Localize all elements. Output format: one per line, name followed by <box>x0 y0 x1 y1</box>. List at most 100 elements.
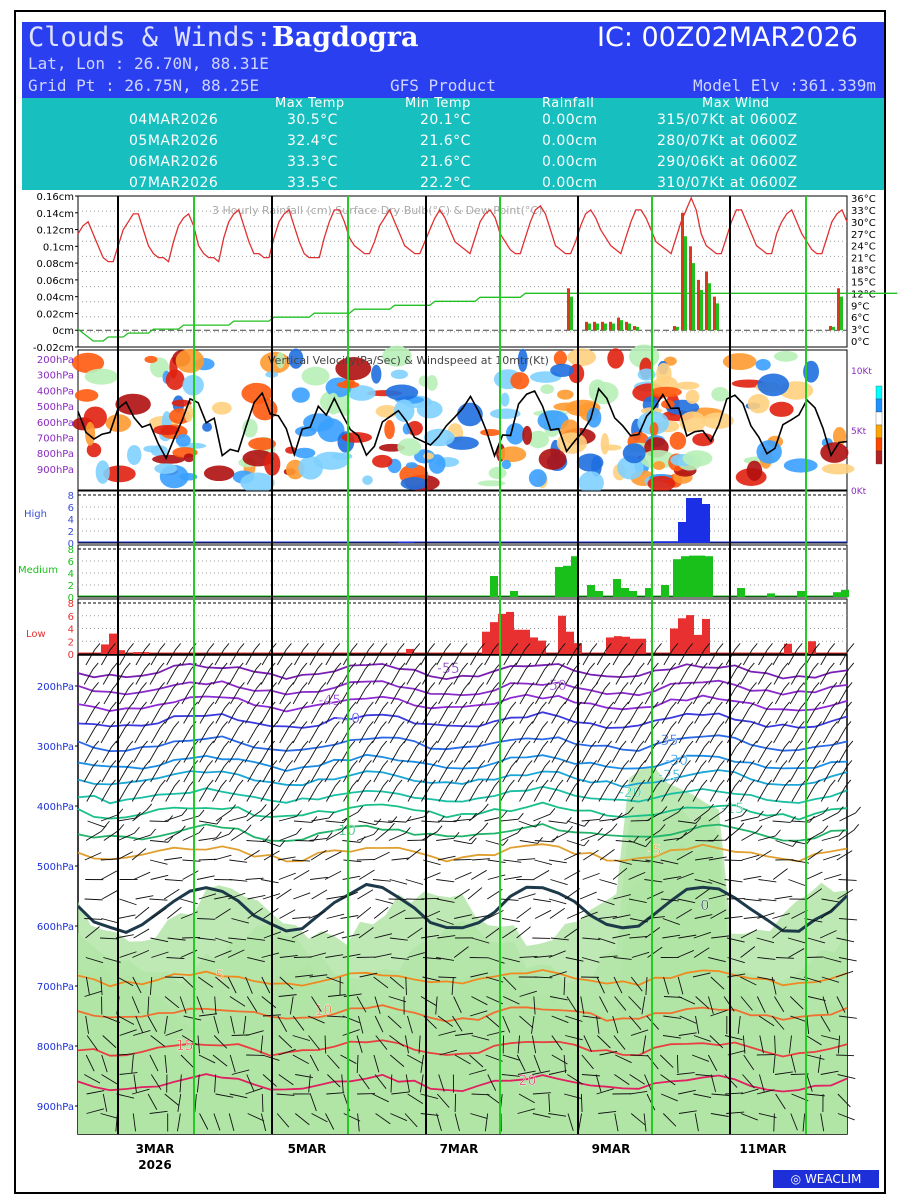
wind-barb <box>487 746 498 763</box>
wind-barb-flag <box>431 721 437 728</box>
wind-barb <box>406 746 417 763</box>
wind-barb <box>117 1015 135 1025</box>
wind-barb <box>451 976 454 995</box>
cloud-panel-frame <box>77 598 848 655</box>
wind-barb <box>325 707 336 724</box>
wind-barb <box>294 649 304 666</box>
wind-barb <box>420 996 437 1007</box>
wind-barb <box>838 1015 857 1019</box>
wind-barb <box>774 1035 776 1054</box>
wind-barb <box>661 668 672 685</box>
wind-barb <box>373 785 384 802</box>
wind-barb-flag <box>303 643 309 650</box>
wind-barb <box>279 688 290 705</box>
wind-barb <box>150 688 160 705</box>
wind-barb <box>789 727 800 744</box>
wind-barb <box>307 746 318 763</box>
wind-barb <box>758 879 777 883</box>
wind-barb <box>582 766 592 783</box>
wind-barb <box>198 766 209 783</box>
wind-barb <box>179 996 187 1014</box>
wind-barb <box>531 707 542 724</box>
wind-barb <box>437 855 456 861</box>
wind-barb <box>404 917 423 919</box>
wind-barb <box>405 879 424 885</box>
wind-barb <box>549 996 568 1001</box>
wind-barb <box>468 809 484 822</box>
wind-barb-flag <box>669 740 675 748</box>
vv-blob <box>640 450 676 469</box>
wind-barb-flag <box>549 807 556 815</box>
wind-barb <box>772 926 787 939</box>
wind-barb <box>407 952 425 958</box>
wind-barb <box>836 1054 855 1057</box>
wind-barb <box>487 957 505 964</box>
wind-barb-flag <box>431 760 438 767</box>
rain-bar <box>588 323 591 331</box>
rain-bar <box>585 321 588 331</box>
cloud-bar <box>841 589 849 597</box>
vv-blob <box>679 411 706 433</box>
wind-barb-flag <box>463 740 469 748</box>
wind-barb-flag <box>527 721 534 728</box>
vv-blob <box>416 400 443 419</box>
wind-barb <box>309 1093 317 1112</box>
wind-barb <box>407 707 417 724</box>
wind-barb <box>802 1113 806 1132</box>
wind-barb <box>548 950 566 958</box>
wind-barb-flag <box>813 662 819 670</box>
wind-barb <box>436 1113 442 1131</box>
cloud-bar <box>689 555 697 597</box>
wind-barb <box>724 828 740 841</box>
wind-barb <box>101 918 119 924</box>
wind-barb <box>660 898 679 902</box>
wind-barb <box>742 649 753 666</box>
wind-barb <box>629 1090 648 1095</box>
wind-barb <box>646 891 664 900</box>
wind-barb <box>373 820 392 823</box>
wind-barb <box>804 918 823 923</box>
wind-barb-flag <box>364 662 371 670</box>
wind-barb-flag <box>751 740 758 748</box>
wind-barb <box>454 1113 460 1132</box>
wind-barb <box>821 898 840 903</box>
wind-barb-flag <box>749 760 755 767</box>
wind-barb <box>631 951 650 958</box>
wind-barb <box>326 895 345 900</box>
wind-barb <box>612 933 631 939</box>
wind-barb <box>197 976 214 988</box>
wind-barb-flag <box>700 760 707 767</box>
wind-barb <box>182 832 200 841</box>
isotherm-label: 20 <box>519 1073 537 1089</box>
wind-barb <box>372 668 383 685</box>
wind-barb <box>151 951 169 958</box>
y-tick-left: 0.02cm <box>36 309 74 320</box>
wind-barb <box>230 688 240 705</box>
wind-barb <box>405 976 407 996</box>
wind-barb-flag <box>493 682 500 689</box>
wind-barb <box>437 935 456 939</box>
wind-barb <box>500 898 519 901</box>
wind-barb <box>132 1029 151 1036</box>
wind-barb-flag <box>832 760 839 767</box>
wind-barb <box>131 1054 134 1073</box>
isotherm-line <box>77 843 848 863</box>
wind-barb <box>695 888 711 900</box>
wind-barb-flag <box>792 840 798 847</box>
wind-barb <box>343 1113 361 1122</box>
wind-barb <box>519 956 538 958</box>
wind-barb <box>580 911 598 919</box>
wind-barb <box>501 832 518 841</box>
y-tick-cloud: 8 <box>68 545 74 556</box>
isotherm-label: -5 <box>647 843 661 859</box>
wind-barb <box>566 649 577 666</box>
wind-barb <box>613 688 624 705</box>
vv-blob <box>755 358 771 371</box>
vv-blob <box>293 447 316 459</box>
wind-barb-flag <box>653 721 660 728</box>
wind-barb-flag <box>766 682 772 689</box>
wind-barb <box>327 688 337 705</box>
wind-barb <box>407 785 418 802</box>
wind-barb <box>836 850 853 861</box>
wind-barb <box>676 872 694 880</box>
